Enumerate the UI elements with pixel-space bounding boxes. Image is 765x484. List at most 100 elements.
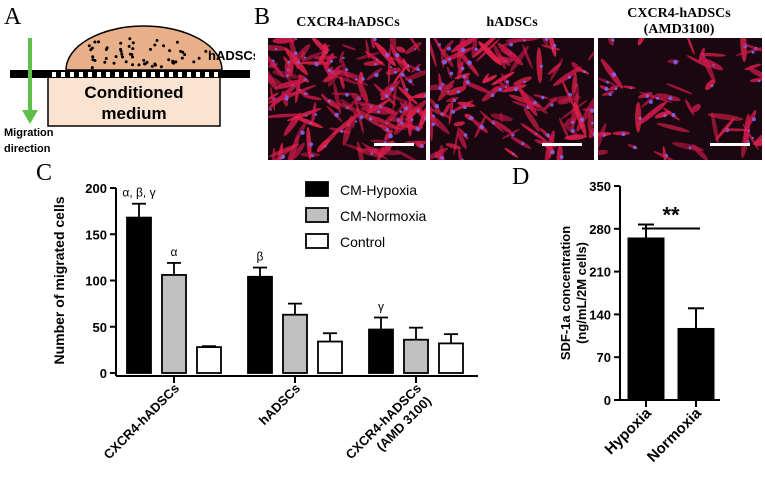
nucleus	[752, 117, 756, 122]
cell-shape	[641, 94, 657, 108]
micrograph-title-2: hADSCs	[486, 15, 538, 30]
medium-label-line1: Conditioned	[84, 83, 183, 102]
nucleus	[541, 95, 545, 100]
nucleus	[400, 72, 405, 77]
nucleus	[710, 84, 714, 87]
nucleus	[611, 72, 617, 77]
nucleus	[751, 136, 754, 139]
cell-shape	[342, 115, 353, 146]
nucleus	[688, 146, 692, 150]
nucleus	[281, 154, 286, 159]
cell-shape	[564, 134, 588, 141]
nucleus	[416, 67, 420, 71]
cell-dot	[127, 44, 131, 48]
nucleus	[330, 59, 333, 63]
nucleus	[521, 142, 525, 146]
nucleus	[414, 48, 417, 51]
nucleus	[663, 114, 667, 118]
cell-shape	[339, 76, 345, 90]
transwell-schematic: hADSCs Conditioned medium Migration dire…	[4, 25, 255, 155]
cell-dot	[167, 58, 171, 62]
cell-shape	[548, 95, 582, 102]
nucleus	[757, 79, 761, 83]
cell-dot	[181, 50, 185, 54]
cell-shape	[440, 39, 454, 56]
nucleus	[533, 100, 537, 105]
cell-shape	[353, 101, 377, 107]
cell-dot	[120, 52, 124, 56]
nucleus	[361, 77, 365, 81]
cell-shape	[393, 63, 409, 84]
cell-shape	[328, 98, 340, 110]
cell-shape	[320, 93, 334, 107]
micrograph-cxcr4-hadscs	[268, 38, 426, 160]
sdf1a-bar-chart: 0 70 140 210 280 350 SDF-1a concentration (ng/m…	[558, 179, 720, 466]
y-tick-label: 280	[589, 222, 611, 237]
cell-shape	[454, 73, 471, 80]
significance-marker: **	[662, 203, 680, 228]
cell-shape	[582, 108, 594, 112]
legend-swatch	[305, 207, 329, 223]
nucleus	[274, 47, 277, 51]
cell-shape	[326, 105, 343, 123]
cell-dot	[104, 48, 108, 51]
pore	[70, 72, 74, 77]
nucleus	[442, 59, 447, 65]
micrograph-title-1: CXCR4-hADSCs	[296, 15, 400, 30]
pore	[61, 72, 65, 77]
x-tick-label-line: hADSCs	[256, 381, 303, 428]
x-tick-label: Normoxia	[644, 404, 705, 465]
significance-annotation: γ	[378, 300, 384, 314]
significance-annotation: α, β, γ	[122, 186, 155, 200]
nucleus	[523, 39, 526, 42]
cell-shape	[740, 42, 762, 53]
nucleus	[535, 132, 538, 135]
transwell-membrane	[10, 70, 250, 78]
nucleus	[498, 87, 503, 92]
migration-bar-chart: 0 50 100 150 200 Number of migrated cells CXCR…	[51, 181, 478, 462]
cell-field-2	[430, 38, 594, 160]
legend-label: CM-Hypoxia	[340, 182, 417, 198]
pore	[124, 72, 128, 77]
y-tick-label: 70	[597, 350, 611, 365]
cell-shape	[457, 131, 467, 149]
y-tick-label: 0	[100, 366, 107, 381]
nucleus	[456, 90, 461, 94]
nucleus	[665, 154, 669, 157]
cell-shape	[463, 81, 491, 94]
cell-shape	[417, 103, 426, 132]
nucleus	[434, 104, 440, 109]
cell-shape	[286, 135, 300, 160]
micrograph-title-3-line1: CXCR4-hADSCs	[627, 6, 731, 21]
bar	[368, 328, 394, 374]
cell-shape	[402, 58, 410, 73]
cell-shape	[275, 79, 306, 89]
cell-shape	[637, 38, 646, 46]
cell-shape	[471, 38, 478, 59]
cell-shape	[691, 103, 701, 113]
nucleus	[621, 132, 626, 137]
cell-shape	[366, 67, 383, 81]
cell-shape	[654, 110, 672, 119]
nucleus	[461, 66, 465, 71]
cell-shape	[430, 103, 438, 127]
cell-shape	[522, 44, 533, 69]
cell-shape	[331, 74, 360, 85]
nucleus	[438, 43, 441, 46]
cell-shape	[370, 38, 376, 49]
nucleus	[431, 122, 436, 127]
cell-shape	[754, 139, 762, 147]
membrane-pores	[52, 72, 218, 77]
cell-shape	[622, 85, 636, 89]
legend-label: Control	[340, 234, 385, 250]
cell-shape	[598, 77, 616, 86]
cell-shape	[684, 99, 695, 116]
cell-shape	[748, 67, 762, 80]
cell-shape	[297, 74, 310, 83]
nucleus	[751, 50, 755, 54]
nucleus	[420, 144, 424, 148]
conditioned-medium-well	[47, 75, 221, 127]
cell-shape	[513, 76, 532, 86]
medium-label-line2: medium	[101, 104, 166, 123]
cell-shape	[549, 143, 553, 159]
